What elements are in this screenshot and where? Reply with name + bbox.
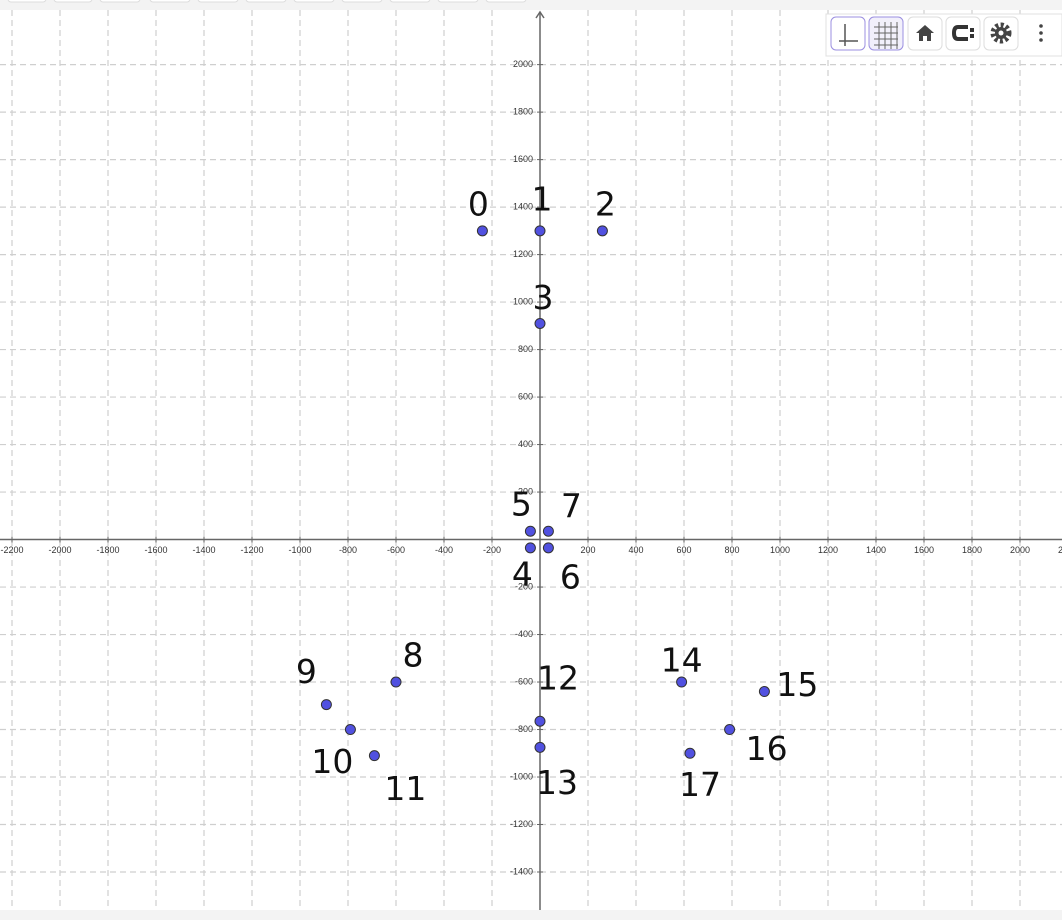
toggle-axes-button[interactable] <box>830 16 866 51</box>
point-label: 9 <box>296 652 317 691</box>
point <box>534 715 546 727</box>
settings-button[interactable] <box>983 16 1019 51</box>
top-toolbar-strip <box>0 0 1062 10</box>
x-tick-label: -400 <box>435 545 453 555</box>
y-tick-label: -600 <box>515 676 533 686</box>
point-label: 1 <box>532 179 553 218</box>
point-label: 3 <box>533 278 554 317</box>
point <box>390 676 402 688</box>
x-tick-label: 1800 <box>962 545 982 555</box>
point-label: 7 <box>561 487 582 526</box>
x-tick-label: 2000 <box>1010 545 1030 555</box>
point-label: 17 <box>679 765 721 804</box>
x-tick-label: -2000 <box>48 545 71 555</box>
y-tick-label: -200 <box>515 581 533 591</box>
point <box>524 542 536 554</box>
y-tick-label: -800 <box>515 724 533 734</box>
home-button[interactable] <box>907 16 943 51</box>
point-label: 6 <box>560 557 581 596</box>
y-tick-label: 2000 <box>513 59 533 69</box>
x-tick-label: -1800 <box>96 545 119 555</box>
point <box>534 225 546 237</box>
point <box>596 225 608 237</box>
point-label: 14 <box>661 641 703 680</box>
y-tick-label: 200 <box>518 486 533 496</box>
x-tick-label: 200 <box>580 545 595 555</box>
x-tick-label: -800 <box>339 545 357 555</box>
point-label: 16 <box>746 729 788 768</box>
x-tick-label: 1200 <box>818 545 838 555</box>
point <box>476 225 488 237</box>
x-tick-label: -1000 <box>288 545 311 555</box>
more-button[interactable] <box>1039 24 1043 42</box>
point-label: 10 <box>311 742 353 781</box>
y-tick-label: 1000 <box>513 296 533 306</box>
point <box>758 686 770 698</box>
point <box>344 724 356 736</box>
x-tick-label: -200 <box>483 545 501 555</box>
point-label: 15 <box>776 665 818 704</box>
y-tick-label: -1200 <box>510 819 533 829</box>
y-tick-label: -400 <box>515 629 533 639</box>
x-tick-label: -1200 <box>240 545 263 555</box>
x-tick-label: -1400 <box>192 545 215 555</box>
point <box>684 747 696 759</box>
axes: -2200 -2000 -1800 -1600 -1400 -1200 -1000 -800-… <box>0 10 1062 910</box>
y-tick-label: 800 <box>518 344 533 354</box>
x-tick-label: -1600 <box>144 545 167 555</box>
point <box>542 542 554 554</box>
point-label: 11 <box>384 769 426 808</box>
point-label: 8 <box>403 636 424 675</box>
y-tick-label: 1200 <box>513 249 533 259</box>
y-tick-label: 1800 <box>513 106 533 116</box>
x-tick-label: 600 <box>676 545 691 555</box>
point-label: 4 <box>512 554 533 593</box>
x-tick-label: 2200 <box>1058 545 1062 555</box>
x-tick-label: 800 <box>724 545 739 555</box>
y-tick-label: 400 <box>518 439 533 449</box>
point-label: 5 <box>511 485 532 524</box>
point <box>524 525 536 537</box>
point-label: 13 <box>536 763 578 802</box>
y-tick-label: -1400 <box>510 866 533 876</box>
bottom-strip <box>0 910 1062 920</box>
x-tick-label: 1600 <box>914 545 934 555</box>
y-tick-label: 1600 <box>513 154 533 164</box>
point <box>676 676 688 688</box>
x-tick-label: 1400 <box>866 545 886 555</box>
top-tool-buttons <box>7 0 527 3</box>
x-tick-label: -2200 <box>0 545 23 555</box>
y-tick-label: -1000 <box>510 771 533 781</box>
point-capturing-button[interactable] <box>945 16 981 51</box>
point <box>534 317 546 329</box>
toggle-grid-button[interactable] <box>868 16 904 51</box>
grid <box>0 10 1062 910</box>
point-label: 2 <box>595 184 616 223</box>
point <box>542 525 554 537</box>
x-tick-label: 400 <box>628 545 643 555</box>
y-tick-label: 600 <box>518 391 533 401</box>
point <box>534 741 546 753</box>
point <box>320 699 332 711</box>
point-label: 12 <box>537 659 579 698</box>
style-bar <box>825 13 1062 57</box>
y-axis-arrow <box>535 10 545 19</box>
x-tick-label: 1000 <box>770 545 790 555</box>
y-tick-label: 1400 <box>513 201 533 211</box>
point <box>368 750 380 762</box>
point-label: 0 <box>468 184 489 223</box>
point <box>724 724 736 736</box>
x-tick-label: -600 <box>387 545 405 555</box>
